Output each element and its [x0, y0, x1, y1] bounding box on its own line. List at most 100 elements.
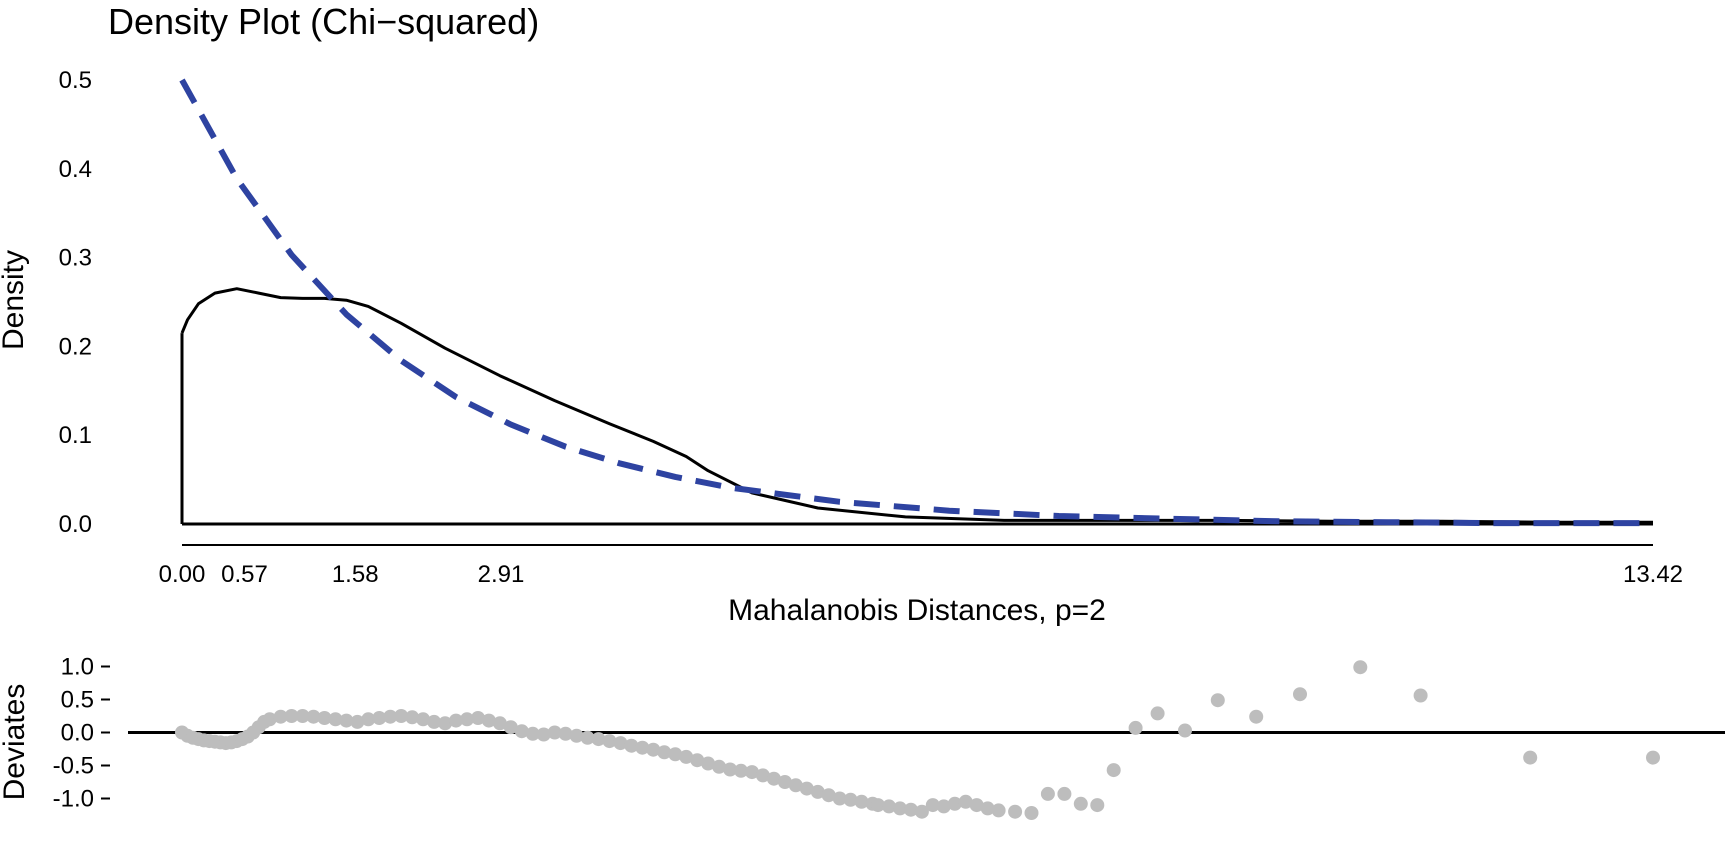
- deviate-point: [1646, 750, 1660, 765]
- deviate-point: [788, 778, 803, 793]
- deviate-point: [547, 725, 562, 740]
- deviate-point: [914, 804, 929, 819]
- deviate-point: [262, 712, 277, 727]
- deviate-point: [821, 788, 836, 803]
- deviate-point: [766, 771, 781, 786]
- x-tick-label: 1.58: [332, 561, 379, 588]
- deviate-point: [449, 713, 463, 728]
- deviate-point: [372, 711, 387, 725]
- deviate-point: [1249, 709, 1264, 724]
- deviate-point: [657, 745, 672, 760]
- deviate-point: [339, 713, 354, 728]
- deviate-point: [723, 762, 738, 777]
- deviate-point: [492, 716, 507, 731]
- deviate-point: [958, 794, 973, 809]
- x-tick-label: 0.57: [221, 561, 268, 588]
- deviate-point: [701, 756, 716, 771]
- deviate-point: [1413, 688, 1428, 703]
- deviate-point: [613, 736, 628, 751]
- theoretical-density-line: [179, 78, 1653, 527]
- deviate-point: [903, 802, 918, 817]
- x-tick-label: 13.42: [1623, 561, 1683, 588]
- deviate-point: [394, 709, 409, 723]
- deviate-point: [284, 709, 299, 723]
- deviate-point: [1008, 804, 1023, 819]
- deviate-point: [624, 738, 639, 753]
- deviate-point: [882, 799, 896, 814]
- deviate-point: [580, 730, 595, 745]
- deviate-point: [1178, 723, 1192, 738]
- deviate-point: [460, 712, 474, 727]
- deviate-point: [1210, 693, 1225, 708]
- x-axis-label: Mahalanobis Distances, p=2: [728, 594, 1106, 627]
- deviate-point: [1353, 660, 1368, 675]
- deviate-point: [969, 798, 984, 813]
- deviate-point: [1024, 806, 1039, 820]
- deviate-point: [481, 713, 496, 728]
- deviate-point: [317, 711, 332, 725]
- deviate-point: [569, 728, 584, 743]
- deviate-point: [438, 716, 453, 731]
- deviate-point: [273, 709, 288, 724]
- y-tick-label: 0.1: [59, 422, 92, 449]
- deviates-axis-label: Deviates: [0, 684, 31, 801]
- deviate-point: [1150, 706, 1165, 721]
- deviate-point: [925, 798, 940, 813]
- deviates-tick-label: -1.0: [53, 786, 94, 813]
- deviate-point: [295, 709, 310, 723]
- deviate-point: [416, 712, 431, 727]
- deviate-point: [777, 775, 792, 789]
- deviate-point: [383, 709, 398, 724]
- deviates-y-ticks: 1.0 0.5 0.0 -0.5 -1.0: [53, 654, 110, 813]
- deviates-tick-label: 0.5: [61, 687, 94, 714]
- deviate-point: [854, 794, 869, 809]
- deviate-point: [1128, 720, 1143, 735]
- deviate-point: [350, 714, 365, 729]
- x-axis-ticks: 0.00 0.57 1.58 2.91 13.42: [159, 561, 1683, 588]
- deviates-panel: Deviates 1.0 0.5 0.0 -0.5 -1.0: [0, 654, 1725, 820]
- deviates-tick-label: 1.0: [61, 654, 94, 681]
- deviate-point: [514, 724, 529, 739]
- y-tick-label: 0.2: [59, 333, 92, 360]
- deviate-point: [936, 799, 951, 814]
- deviates-tick-label: 0.0: [61, 720, 94, 747]
- deviate-point: [503, 720, 518, 735]
- deviate-point: [871, 798, 885, 813]
- deviate-point: [799, 781, 814, 796]
- y-tick-label: 0.5: [59, 67, 92, 94]
- y-tick-label: 0.4: [59, 156, 92, 183]
- deviate-point: [635, 740, 650, 755]
- deviate-point: [991, 803, 1006, 818]
- empirical-density-line: [180, 287, 1653, 524]
- deviate-point: [1293, 687, 1307, 702]
- deviate-point: [306, 709, 321, 724]
- deviate-point: [558, 726, 573, 741]
- density-series: [179, 78, 1653, 527]
- deviate-point: [1040, 786, 1055, 801]
- y-axis-ticks: 0.0 0.1 0.2 0.3 0.4 0.5: [59, 67, 92, 538]
- y-axis-label: Density: [0, 250, 30, 350]
- deviate-point: [832, 791, 847, 806]
- deviate-point: [591, 732, 606, 747]
- deviate-point: [755, 768, 770, 783]
- deviate-point: [690, 753, 705, 768]
- deviate-point: [1523, 750, 1538, 765]
- deviate-point: [668, 747, 683, 762]
- deviates-points: [175, 660, 1660, 820]
- deviate-point: [1073, 796, 1088, 811]
- deviates-tick-label: -0.5: [53, 753, 94, 780]
- x-tick-label: 2.91: [478, 561, 525, 588]
- deviate-point: [602, 734, 617, 749]
- deviate-point: [1090, 798, 1105, 813]
- deviate-point: [843, 792, 858, 807]
- deviate-point: [980, 801, 995, 816]
- deviate-point: [536, 727, 551, 742]
- deviate-point: [810, 784, 825, 799]
- chart-title: Density Plot (Chi−squared): [108, 1, 539, 42]
- deviate-point: [328, 712, 343, 727]
- deviate-point: [471, 711, 485, 725]
- deviate-point: [679, 749, 694, 764]
- deviate-point: [427, 714, 442, 729]
- y-tick-label: 0.0: [59, 511, 92, 538]
